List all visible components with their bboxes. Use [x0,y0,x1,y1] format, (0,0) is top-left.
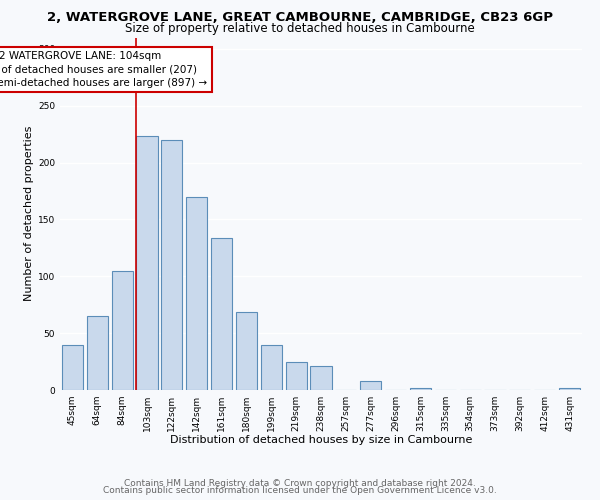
Bar [286,362,307,390]
Bar [87,316,108,390]
Bar [211,238,232,390]
Bar [360,381,381,390]
Bar [186,196,207,390]
Text: 2, WATERGROVE LANE, GREAT CAMBOURNE, CAMBRIDGE, CB23 6GP: 2, WATERGROVE LANE, GREAT CAMBOURNE, CAM… [47,11,553,24]
Bar [410,388,431,390]
Bar [62,344,83,390]
Text: Size of property relative to detached houses in Cambourne: Size of property relative to detached ho… [125,22,475,35]
Bar [559,388,580,390]
Text: Contains public sector information licensed under the Open Government Licence v3: Contains public sector information licen… [103,486,497,495]
Bar [112,270,133,390]
Bar [310,366,332,390]
Text: 2 WATERGROVE LANE: 104sqm
← 19% of detached houses are smaller (207)
81% of semi: 2 WATERGROVE LANE: 104sqm ← 19% of detac… [0,51,208,88]
Bar [136,136,158,390]
Y-axis label: Number of detached properties: Number of detached properties [24,126,34,302]
X-axis label: Distribution of detached houses by size in Cambourne: Distribution of detached houses by size … [170,436,472,446]
Bar [236,312,257,390]
Bar [261,344,282,390]
Text: Contains HM Land Registry data © Crown copyright and database right 2024.: Contains HM Land Registry data © Crown c… [124,478,476,488]
Bar [161,140,182,390]
